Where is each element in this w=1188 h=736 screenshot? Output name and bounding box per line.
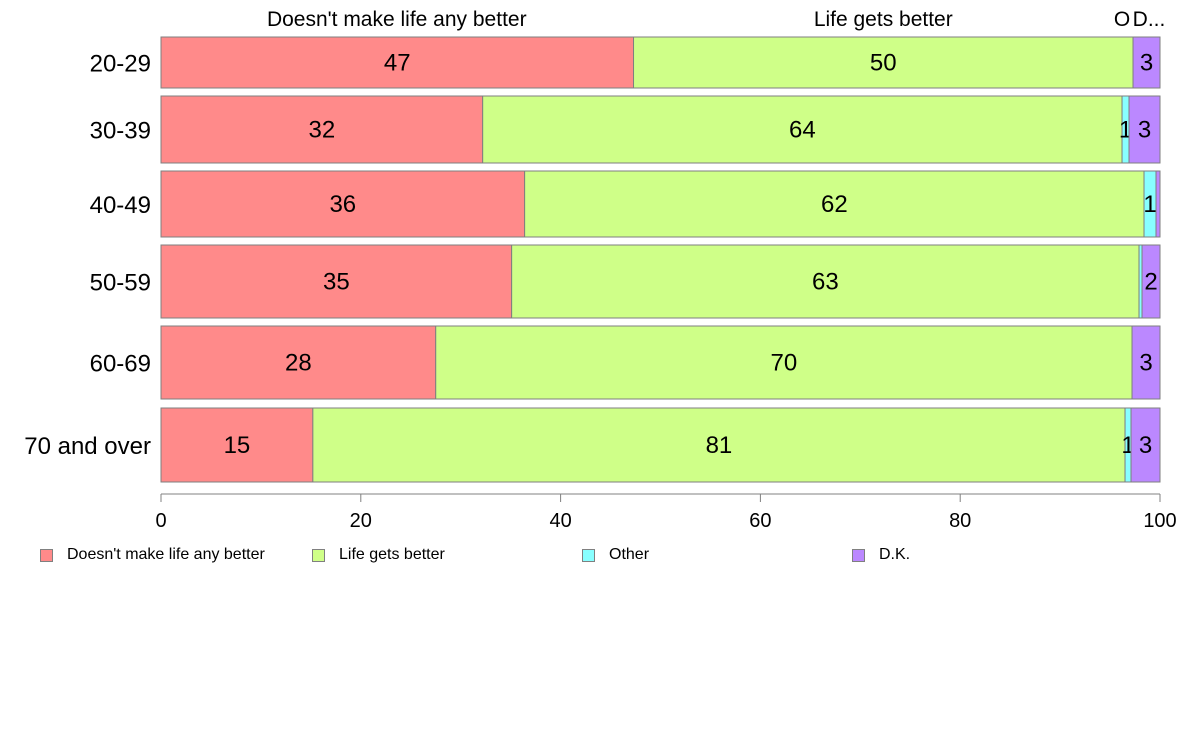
legend-swatch-doesn-t-make-life-any-better bbox=[40, 548, 53, 562]
bar-segment-doesn-t-make-life-any-better-40-49 bbox=[160, 170, 526, 238]
chart-legend: Doesn't make life any better Life gets be… bbox=[0, 546, 1188, 570]
y-tick-label-70-and-over: 70 and over bbox=[24, 433, 151, 460]
x-tick-label-40: 40 bbox=[549, 510, 571, 532]
bar-row-60-69: 28 70 3 bbox=[160, 325, 1161, 400]
bar-segment-doesn-t-make-life-any-better-60-69 bbox=[160, 325, 437, 400]
y-tick-label-60-69: 60-69 bbox=[90, 351, 151, 378]
data-label-life-gets-better-50-59: 63 bbox=[812, 269, 839, 296]
data-label-d-k-20-29: 3 bbox=[1140, 50, 1153, 77]
bar-row-70-and-over: 15 81 1 3 bbox=[160, 407, 1161, 483]
legend-label-d-k: D.K. bbox=[879, 546, 911, 563]
legend-item-d-k: D.K. bbox=[852, 546, 910, 564]
bar-segment-doesn-t-make-life-any-better-70-and-over bbox=[160, 407, 314, 483]
data-label-d-k-30-39: 3 bbox=[1138, 117, 1151, 144]
legend-item-other: Other bbox=[582, 546, 649, 564]
column-header-3: O bbox=[1114, 8, 1130, 31]
data-label-d-k-50-59: 2 bbox=[1144, 269, 1157, 296]
bar-row-50-59: 35 63 2 bbox=[160, 244, 1161, 319]
legend-label-doesn-t-make-life-any-better: Doesn't make life any better bbox=[67, 546, 265, 563]
bar-segment-life-gets-better-30-39 bbox=[482, 95, 1123, 164]
x-tick-label-0: 0 bbox=[155, 510, 166, 532]
data-label-doesn-t-make-life-any-better-70-and-over: 15 bbox=[224, 432, 251, 459]
bar-segment-d-k-70-and-over bbox=[1130, 407, 1161, 483]
legend-swatch-d-k bbox=[852, 548, 865, 562]
bar-row-20-29: 47 50 3 bbox=[160, 36, 1161, 89]
bar-rows: 47 50 332 64 1 336 62 135 63 228 70 315 81 1 3 bbox=[160, 36, 1161, 483]
data-label-life-gets-better-70-and-over: 81 bbox=[706, 432, 733, 459]
legend-label-other: Other bbox=[609, 546, 650, 563]
x-tick-label-100: 100 bbox=[1143, 510, 1176, 532]
y-tick-label-50-59: 50-59 bbox=[90, 270, 151, 297]
data-label-doesn-t-make-life-any-better-40-49: 36 bbox=[329, 191, 356, 218]
bar-segment-d-k-60-69 bbox=[1131, 325, 1161, 400]
data-label-life-gets-better-20-29: 50 bbox=[870, 50, 897, 77]
data-label-life-gets-better-30-39: 64 bbox=[789, 117, 816, 144]
column-header-2: Life gets better bbox=[814, 8, 953, 31]
bar-segment-life-gets-better-70-and-over bbox=[312, 407, 1126, 483]
column-headers: Doesn't make life any better Life gets be… bbox=[267, 8, 1165, 31]
y-axis-labels: 20-29 30-39 40-49 50-59 60-69 70 and over bbox=[24, 51, 151, 461]
bar-segment-d-k-40-49 bbox=[1155, 170, 1161, 238]
data-label-d-k-70-and-over: 3 bbox=[1139, 432, 1152, 459]
y-tick-label-30-39: 30-39 bbox=[90, 118, 151, 145]
legend-item-life-gets-better: Life gets better bbox=[312, 546, 445, 564]
data-label-life-gets-better-60-69: 70 bbox=[771, 350, 798, 377]
y-tick-label-40-49: 40-49 bbox=[90, 192, 151, 219]
bar-segment-doesn-t-make-life-any-better-20-29 bbox=[160, 36, 635, 89]
bar-row-40-49: 36 62 1 bbox=[160, 170, 1161, 238]
legend-item-doesn-t-make-life-any-better: Doesn't make life any better bbox=[40, 546, 265, 564]
column-header-4: D... bbox=[1133, 8, 1166, 31]
legend-label-life-gets-better: Life gets better bbox=[339, 546, 445, 563]
x-tick-label-60: 60 bbox=[749, 510, 771, 532]
data-label-doesn-t-make-life-any-better-20-29: 47 bbox=[384, 50, 411, 77]
data-label-doesn-t-make-life-any-better-50-59: 35 bbox=[323, 269, 350, 296]
x-tick-label-20: 20 bbox=[350, 510, 372, 532]
bar-segment-life-gets-better-60-69 bbox=[435, 325, 1133, 400]
legend-swatch-other bbox=[582, 548, 595, 562]
bar-segment-d-k-30-39 bbox=[1128, 95, 1161, 164]
bar-segment-doesn-t-make-life-any-better-30-39 bbox=[160, 95, 484, 164]
legend-swatch-life-gets-better bbox=[312, 548, 325, 562]
data-label-other-40-49: 1 bbox=[1143, 191, 1156, 218]
stacked-bar-chart: Doesn't make life any better Life gets be… bbox=[24, 8, 1177, 532]
bar-segment-life-gets-better-20-29 bbox=[633, 36, 1134, 89]
column-header-1: Doesn't make life any better bbox=[267, 8, 527, 31]
bar-row-30-39: 32 64 1 3 bbox=[160, 95, 1161, 164]
data-label-doesn-t-make-life-any-better-60-69: 28 bbox=[285, 350, 312, 377]
bar-segment-d-k-20-29 bbox=[1132, 36, 1161, 89]
x-axis: 0 20 40 60 80 100 bbox=[155, 493, 1177, 532]
data-label-life-gets-better-40-49: 62 bbox=[821, 191, 848, 218]
x-tick-label-80: 80 bbox=[949, 510, 971, 532]
bar-segment-life-gets-better-40-49 bbox=[524, 170, 1145, 238]
bar-segment-life-gets-better-50-59 bbox=[511, 244, 1140, 319]
y-tick-label-20-29: 20-29 bbox=[90, 51, 151, 78]
data-label-d-k-60-69: 3 bbox=[1139, 350, 1152, 377]
bar-segment-d-k-50-59 bbox=[1141, 244, 1161, 319]
data-label-doesn-t-make-life-any-better-30-39: 32 bbox=[308, 117, 335, 144]
bar-segment-doesn-t-make-life-any-better-50-59 bbox=[160, 244, 513, 319]
